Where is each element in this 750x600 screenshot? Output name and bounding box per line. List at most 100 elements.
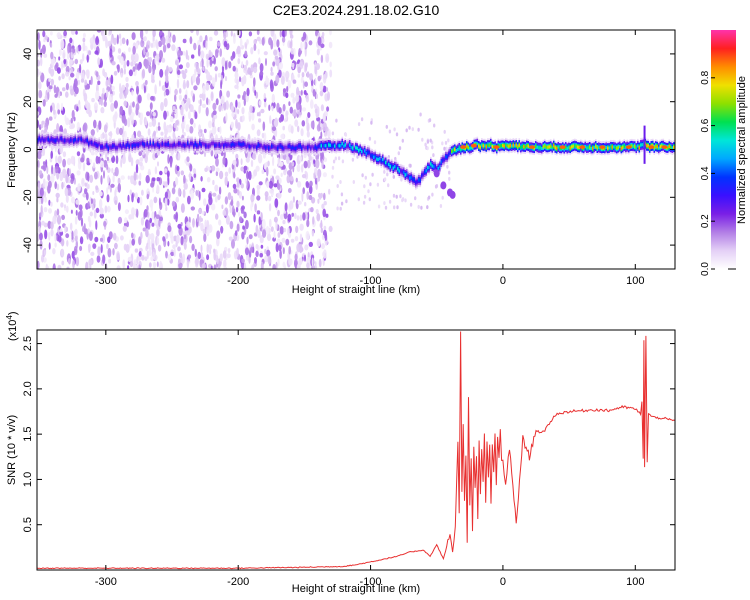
noise-speckle (335, 118, 338, 123)
trace-segment (233, 143, 236, 147)
noise-speckle (257, 229, 261, 238)
trace-segment (499, 144, 501, 148)
noise-speckle (92, 198, 96, 205)
noise-speckle (50, 42, 53, 48)
noise-speckle (70, 178, 74, 185)
noise-speckle (308, 155, 312, 161)
noise-speckle (384, 205, 388, 210)
noise-speckle (43, 207, 48, 213)
noise-speckle (277, 182, 281, 190)
trace-segment (388, 162, 390, 166)
noise-speckle (244, 50, 248, 58)
noise-speckle (94, 50, 99, 55)
noise-speckle (112, 37, 117, 45)
noise-speckle (117, 216, 123, 224)
noise-speckle (287, 227, 290, 236)
noise-speckle (257, 48, 260, 55)
noise-speckle (40, 72, 45, 83)
noise-speckle (81, 177, 85, 187)
noise-speckle (293, 47, 296, 56)
noise-speckle (231, 111, 235, 118)
trace-segment (131, 144, 134, 148)
noise-speckle (37, 182, 41, 189)
noise-speckle (157, 122, 161, 127)
noise-speckle (165, 250, 168, 259)
noise-speckle (305, 94, 310, 103)
noise-speckle (132, 45, 136, 55)
noise-speckle (136, 208, 139, 218)
trace-segment (490, 142, 492, 146)
trace-segment (592, 146, 594, 150)
noise-speckle (105, 38, 109, 49)
trace-segment (203, 143, 206, 147)
trace-segment (158, 144, 161, 148)
noise-speckle (235, 157, 239, 168)
noise-speckle (89, 37, 94, 45)
trace-segment (590, 146, 593, 150)
noise-speckle (189, 126, 194, 134)
noise-speckle (286, 174, 291, 184)
trace-segment (538, 146, 540, 150)
noise-speckle (301, 191, 304, 202)
noise-speckle (288, 258, 293, 266)
noise-speckle (59, 144, 64, 155)
noise-speckle (321, 38, 325, 43)
noise-speckle (172, 106, 176, 111)
trace-segment (328, 143, 330, 147)
noise-speckle (85, 192, 89, 201)
trace-segment (350, 146, 353, 150)
trace-segment (470, 146, 473, 150)
trace-segment (539, 146, 542, 150)
noise-speckle (75, 256, 80, 267)
noise-speckle (195, 256, 199, 266)
noise-speckle (405, 128, 408, 133)
noise-speckle (68, 76, 71, 81)
noise-speckle (345, 199, 348, 204)
noise-speckle (79, 245, 83, 252)
noise-speckle (331, 174, 334, 179)
trace-segment (487, 143, 489, 147)
noise-speckle (298, 155, 302, 161)
trace-segment (316, 146, 318, 150)
noise-speckle (301, 164, 304, 173)
noise-speckle (116, 34, 119, 45)
noise-speckle (134, 192, 138, 200)
noise-speckle (180, 170, 185, 176)
noise-speckle (206, 219, 210, 230)
trace-segment (458, 146, 461, 150)
trace-segment (619, 145, 621, 149)
noise-speckle (237, 189, 240, 196)
trace-segment (611, 145, 614, 149)
noise-speckle (323, 249, 327, 259)
noise-speckle (105, 79, 109, 88)
noise-speckle (84, 188, 88, 195)
noise-speckle (276, 39, 280, 48)
trace-segment (89, 141, 92, 145)
trace-segment (269, 146, 272, 150)
trace-segment (379, 157, 381, 161)
noise-speckle (273, 38, 276, 48)
noise-speckle (419, 112, 422, 117)
noise-speckle (373, 140, 377, 145)
noise-speckle (323, 225, 327, 231)
noise-speckle (178, 94, 182, 101)
noise-speckle (224, 76, 228, 82)
trace-segment (47, 137, 50, 141)
trace-segment (349, 143, 351, 147)
trace-segment (143, 143, 146, 147)
noise-speckle (138, 180, 142, 186)
noise-speckle (56, 197, 59, 203)
noise-speckle (265, 58, 267, 66)
noise-speckle (388, 129, 392, 134)
trace-segment (343, 144, 345, 148)
trace-peak (493, 145, 500, 149)
trace-segment (509, 144, 512, 148)
trace-segment (635, 146, 638, 150)
noise-speckle (127, 194, 130, 203)
noise-speckle (71, 230, 74, 240)
noise-speckle (261, 169, 265, 174)
noise-speckle (270, 71, 274, 76)
trace-segment (523, 145, 525, 149)
noise-speckle (117, 177, 121, 185)
trace-segment (383, 160, 386, 165)
